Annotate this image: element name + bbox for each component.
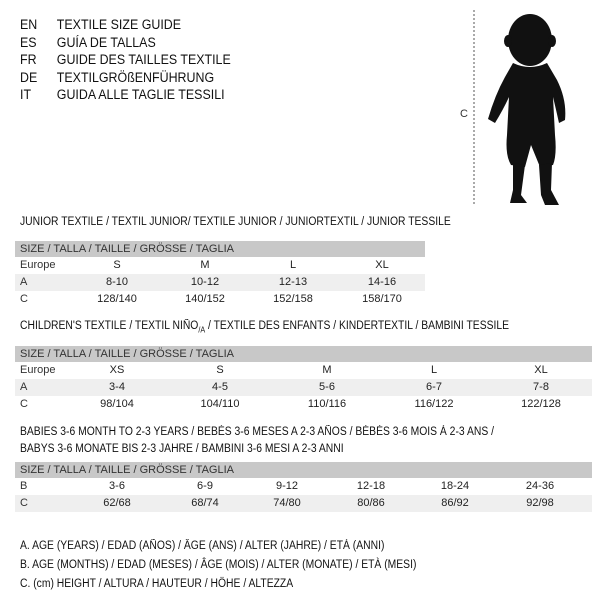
babies-size-table: SIZE / TALLA / TAILLE / GRÖSSE / TAGLIA … — [15, 462, 592, 512]
table-row: Europe XS S M L XL — [15, 362, 592, 379]
babies-title-line1: BABIES 3-6 MONTH TO 2-3 YEARS / BEBÉS 3-… — [20, 426, 494, 438]
lang-title: GUÍA DE TALLAS — [56, 34, 156, 50]
cell: 158/170 — [362, 293, 402, 305]
row-label: A — [20, 276, 28, 288]
cell: XS — [109, 364, 125, 376]
title-en: EN TEXTILE SIZE GUIDE — [20, 16, 231, 34]
title-subscript: /A — [198, 325, 206, 335]
cell: XL — [375, 259, 389, 271]
title-fr: FR GUIDE DES TAILLES TEXTILE — [20, 51, 231, 69]
cell: S — [113, 259, 121, 271]
table-header: SIZE / TALLA / TAILLE / GRÖSSE / TAGLIA — [15, 241, 425, 257]
lang-code: FR — [20, 52, 37, 67]
cell: 3-6 — [109, 480, 125, 492]
row-label: C — [20, 293, 28, 305]
babies-title-line2: BABYS 3-6 MONATE BIS 2-3 JAHRE / BAMBINI… — [20, 443, 344, 455]
title-part: CHILDREN'S TEXTILE / TEXTIL NIÑO — [20, 320, 199, 332]
cell: 122/128 — [521, 398, 561, 410]
table-row: A 3-4 4-5 5-6 6-7 7-8 — [15, 379, 592, 396]
cell: 14-16 — [367, 276, 397, 288]
cell: 110/116 — [307, 398, 347, 410]
cell: 4-5 — [212, 381, 228, 393]
cell: 8-10 — [105, 276, 129, 288]
lang-title: TEXTILGRÖßENFÜHRUNG — [56, 69, 215, 85]
cell: 140/152 — [185, 293, 225, 305]
cell: 24-36 — [525, 480, 555, 492]
cell: 98/104 — [100, 398, 134, 410]
row-label: C — [20, 398, 28, 410]
lang-title: TEXTILE SIZE GUIDE — [56, 17, 182, 32]
title-de: DE TEXTILGRÖßENFÜHRUNG — [20, 69, 231, 87]
cell: 18-24 — [440, 480, 470, 492]
cell: 12-18 — [356, 480, 386, 492]
cell: 10-12 — [190, 276, 220, 288]
cell: 74/80 — [273, 497, 301, 509]
cell: S — [216, 364, 224, 376]
cell: 6-9 — [197, 480, 213, 492]
row-label: Europe — [20, 364, 56, 376]
lang-code: DE — [20, 69, 38, 85]
table-row: Europe S M L XL — [15, 257, 425, 274]
table-row: A 8-10 10-12 12-13 14-16 — [15, 274, 425, 291]
row-label: Europe — [20, 259, 56, 271]
cell: 9-12 — [275, 480, 299, 492]
children-title: CHILDREN'S TEXTILE / TEXTIL NIÑO/A / TEX… — [20, 320, 509, 334]
table-row: C 98/104 104/110 110/116 116/122 122/128 — [15, 396, 592, 413]
children-size-table: SIZE / TALLA / TAILLE / GRÖSSE / TAGLIA … — [15, 346, 592, 413]
junior-title: JUNIOR TEXTILE / TEXTIL JUNIOR/ TEXTILE … — [20, 216, 451, 228]
table-header: SIZE / TALLA / TAILLE / GRÖSSE / TAGLIA — [15, 462, 592, 478]
lang-code: EN — [20, 17, 38, 32]
row-label: B — [20, 480, 28, 492]
title-it: IT GUIDA ALLE TAGLIE TESSILI — [20, 86, 231, 104]
title-es: ES GUÍA DE TALLAS — [20, 34, 231, 52]
cell: 80/86 — [357, 497, 385, 509]
cell: 7-8 — [533, 381, 549, 393]
child-silhouette-icon — [488, 14, 566, 205]
legend-c: C. (cm) HEIGHT / ALTURA / HAUTEUR / HÖHE… — [20, 578, 294, 590]
title-part: / TEXTILE DES ENFANTS / KINDERTEXTIL / B… — [205, 320, 510, 332]
cell: 5-6 — [319, 381, 335, 393]
table-row: C 128/140 140/152 152/158 158/170 — [15, 291, 425, 308]
cell: M — [322, 364, 332, 376]
row-label: A — [20, 381, 28, 393]
cell: 104/110 — [200, 398, 240, 410]
legend: A. AGE (YEARS) / EDAD (AÑOS) / ÂGE (ANS)… — [20, 537, 416, 594]
legend-a: A. AGE (YEARS) / EDAD (AÑOS) / ÂGE (ANS)… — [20, 540, 385, 552]
child-silhouette-figure — [473, 10, 566, 205]
height-label: C — [460, 108, 468, 120]
cell: L — [430, 364, 438, 376]
table-header: SIZE / TALLA / TAILLE / GRÖSSE / TAGLIA — [15, 346, 592, 362]
table-row: C 62/68 68/74 74/80 80/86 86/92 92/98 — [15, 495, 592, 512]
cell: L — [289, 259, 297, 271]
table-row: B 3-6 6-9 9-12 12-18 18-24 24-36 — [15, 478, 592, 495]
lang-title: GUIDE DES TAILLES TEXTILE — [56, 52, 231, 67]
language-titles: EN TEXTILE SIZE GUIDE ES GUÍA DE TALLAS FR… — [20, 16, 231, 104]
cell: 12-13 — [278, 276, 308, 288]
cell: 6-7 — [426, 381, 442, 393]
cell: M — [200, 259, 210, 271]
cell: 3-4 — [109, 381, 125, 393]
lang-code: ES — [20, 34, 37, 50]
cell: 92/98 — [526, 497, 554, 509]
cell: 68/74 — [191, 497, 219, 509]
row-label: C — [20, 497, 28, 509]
cell: 128/140 — [97, 293, 137, 305]
cell: 86/92 — [441, 497, 469, 509]
cell: 152/158 — [273, 293, 313, 305]
cell: 116/122 — [414, 398, 454, 410]
lang-title: GUIDA ALLE TAGLIE TESSILI — [56, 87, 225, 102]
legend-b: B. AGE (MONTHS) / EDAD (MESES) / ÂGE (MO… — [20, 559, 417, 571]
cell: XL — [534, 364, 548, 376]
lang-code: IT — [20, 87, 32, 102]
junior-size-table: SIZE / TALLA / TAILLE / GRÖSSE / TAGLIA … — [15, 241, 425, 308]
cell: 62/68 — [103, 497, 131, 509]
